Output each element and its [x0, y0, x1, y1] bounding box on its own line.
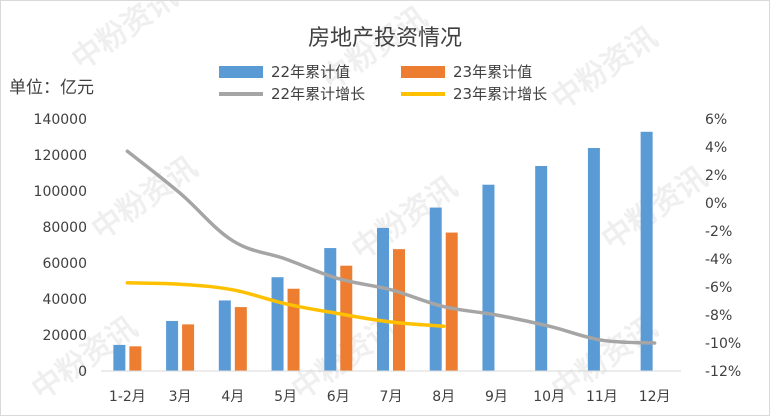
x-tick-label: 7月 [380, 389, 403, 405]
x-tick-label: 9月 [485, 389, 508, 405]
x-tick-label: 4月 [221, 389, 244, 405]
x-tick-label: 8月 [432, 389, 455, 405]
left-tick-label: 140000 [34, 112, 87, 128]
unit-label: 单位：亿元 [9, 78, 94, 98]
x-tick-label: 12月 [639, 389, 671, 405]
left-tick-label: 0 [78, 364, 87, 380]
left-tick-label: 100000 [34, 184, 87, 200]
left-axis: 0 20000 40000 60000 80000 100000 120000 140000 [34, 112, 87, 380]
line-growth-23 [125, 281, 446, 328]
bar-22 [218, 300, 231, 371]
bar-23 [287, 288, 300, 371]
x-tick-label: 10月 [533, 389, 565, 405]
right-tick-label: -10% [705, 336, 741, 352]
right-tick-label: 4% [705, 140, 727, 156]
right-tick-label: 0% [705, 196, 727, 212]
bar-22 [271, 277, 284, 371]
x-tick-label: 1-2月 [109, 389, 146, 405]
bars-layer [113, 131, 653, 371]
bar-22 [377, 227, 389, 371]
watermark-text: 中粉资讯 [546, 20, 664, 117]
line-growth-22 [125, 149, 657, 345]
left-tick-label: 40000 [42, 292, 87, 308]
left-tick-label: 60000 [42, 256, 87, 272]
chart-title: 房地产投资情况 [308, 26, 462, 51]
bar-23 [234, 307, 247, 371]
x-tick-label: 3月 [169, 389, 192, 405]
legend-label: 23年累计增长 [453, 85, 547, 103]
bar-22 [640, 131, 653, 371]
right-tick-label: -12% [705, 364, 741, 380]
left-tick-label: 120000 [34, 148, 87, 164]
legend-swatch [401, 66, 445, 78]
right-tick-label: -4% [705, 252, 732, 268]
right-axis: -12% -10% -8% -6% -4% -2% 0% 2% 4% 6% [705, 112, 741, 380]
x-tick-label: 5月 [274, 389, 297, 405]
bar-22 [324, 248, 337, 371]
lines-layer [125, 149, 657, 345]
bar-22 [535, 165, 548, 371]
left-tick-label: 20000 [42, 328, 87, 344]
bar-22 [166, 320, 179, 371]
bar-23 [129, 346, 142, 371]
bar-23 [393, 249, 405, 371]
watermark-layer: 中粉资讯中粉资讯中粉资讯中粉资讯中粉资讯中粉资讯中粉资讯中粉资讯中粉资讯 [26, 0, 714, 408]
x-tick-label: 11月 [586, 389, 618, 405]
x-axis: 1-2月 3月 4月 5月 6月 7月 8月 9月 10月 11月 12月 [109, 389, 671, 405]
legend-label: 23年累计值 [453, 63, 532, 81]
left-tick-label: 80000 [42, 220, 87, 236]
legend-label: 22年累计增长 [271, 85, 365, 103]
bar-23 [445, 232, 458, 371]
right-tick-label: 2% [705, 168, 727, 184]
x-tick-label: 6月 [327, 389, 350, 405]
legend: 22年累计值 23年累计值 22年累计增长 23年累计增长 [219, 63, 547, 103]
watermark-text: 中粉资讯 [66, 1, 184, 78]
bar-22 [113, 344, 126, 371]
legend-label: 22年累计值 [271, 63, 350, 81]
bar-23 [340, 265, 353, 371]
right-tick-label: -6% [705, 280, 732, 296]
right-tick-label: -2% [705, 224, 732, 240]
legend-swatch [219, 66, 263, 78]
bar-22 [587, 147, 600, 371]
right-tick-label: -8% [705, 308, 732, 324]
watermark-text: 中粉资讯 [596, 160, 714, 257]
bar-22 [429, 207, 442, 371]
bar-22 [482, 184, 495, 371]
bar-23 [182, 324, 195, 371]
right-tick-label: 6% [705, 112, 727, 128]
